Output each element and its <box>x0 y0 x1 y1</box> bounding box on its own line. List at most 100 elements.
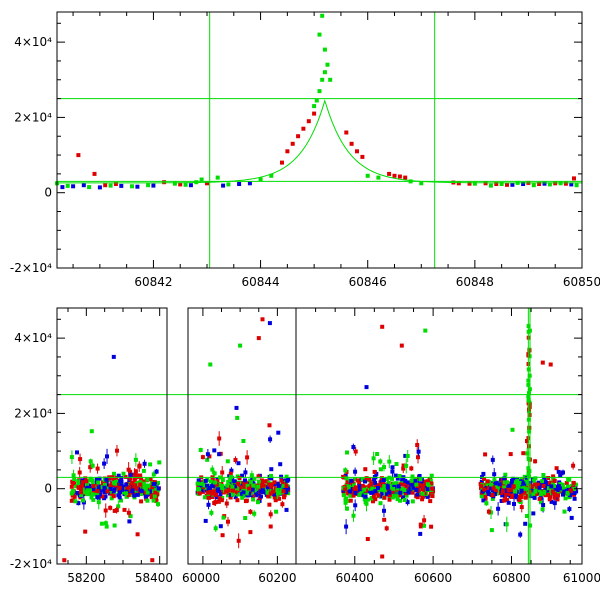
point-season-1 <box>268 524 273 529</box>
point-season-3 <box>524 486 528 491</box>
point-season-1 <box>236 461 241 466</box>
point-season-1 <box>220 485 225 490</box>
overview-x-tick-label: 58400 <box>135 571 173 585</box>
point-season-3 <box>496 506 501 511</box>
point-season-0 <box>145 477 150 482</box>
point-season-2 <box>351 482 356 487</box>
point-season-3 <box>533 489 538 494</box>
point-season-0 <box>121 471 126 476</box>
point-season-3 <box>549 499 554 504</box>
point-green-2 <box>87 185 92 190</box>
point-season-0 <box>133 490 138 495</box>
point-green-35 <box>574 183 579 188</box>
point-season-2 <box>369 490 374 495</box>
point-season-3 <box>490 496 495 501</box>
point-season-1 <box>250 477 255 482</box>
outlier-point-2 <box>150 558 155 563</box>
point-season-0 <box>139 499 144 504</box>
point-season-2 <box>415 495 420 500</box>
outlier-point-14 <box>380 554 385 559</box>
point-season-3 <box>544 480 548 485</box>
point-season-1 <box>220 496 225 500</box>
point-season-0 <box>97 476 102 481</box>
point-red-0 <box>76 153 81 158</box>
point-green-30 <box>499 182 504 186</box>
point-green-6 <box>172 181 177 186</box>
point-blue-11 <box>510 182 515 187</box>
point-season-1 <box>243 478 247 483</box>
point-season-3 <box>481 471 486 476</box>
point-season-0 <box>146 483 151 488</box>
point-season-2 <box>430 486 435 491</box>
point-season-3 <box>492 492 497 496</box>
point-green-25 <box>376 175 381 180</box>
point-season-1 <box>200 455 205 460</box>
point-season-1 <box>274 491 279 496</box>
point-season-2 <box>415 485 420 490</box>
point-season-3 <box>571 480 576 485</box>
point-season-1 <box>274 509 279 514</box>
point-season-1 <box>241 439 246 443</box>
point-season-3 <box>506 500 511 505</box>
point-season-0 <box>133 457 138 462</box>
point-season-3 <box>532 495 537 500</box>
point-season-1 <box>206 490 211 495</box>
point-season-2 <box>382 465 386 470</box>
point-season-1 <box>207 454 212 459</box>
point-season-1 <box>251 494 255 499</box>
point-season-0 <box>150 485 155 490</box>
point-season-3 <box>534 492 539 497</box>
point-season-0 <box>100 494 105 499</box>
point-season-1 <box>259 494 263 499</box>
point-season-0 <box>132 473 137 478</box>
point-season-3 <box>529 494 534 499</box>
point-season-3 <box>489 486 494 491</box>
point-season-1 <box>272 495 277 500</box>
point-season-3 <box>481 498 486 503</box>
point-season-0 <box>126 510 131 515</box>
point-blue-1 <box>71 184 76 189</box>
point-season-1 <box>258 485 263 490</box>
point-season-0 <box>151 498 156 503</box>
point-season-0 <box>149 492 154 497</box>
point-season-3 <box>530 489 535 494</box>
point-season-3 <box>511 484 516 489</box>
point-green-16 <box>317 89 322 94</box>
point-season-0 <box>126 493 131 498</box>
point-season-2 <box>411 485 416 490</box>
point-green-9 <box>199 177 204 182</box>
point-blue-5 <box>135 184 140 189</box>
point-season-1 <box>267 482 272 487</box>
y-tick-label: 4×10⁴ <box>14 35 52 49</box>
point-season-1 <box>214 495 219 500</box>
point-season-3 <box>503 494 508 499</box>
point-season-2 <box>389 484 394 489</box>
point-season-3 <box>563 496 568 501</box>
point-season-2 <box>376 488 381 493</box>
point-season-1 <box>255 493 260 498</box>
point-season-2 <box>410 499 415 504</box>
point-season-1 <box>209 510 214 515</box>
point-red-16 <box>355 149 359 154</box>
point-season-0 <box>92 492 97 497</box>
point-season-3 <box>547 489 552 494</box>
point-green-13 <box>269 173 274 178</box>
point-blue-3 <box>97 185 102 190</box>
point-red-29 <box>537 182 542 186</box>
point-season-2 <box>387 493 392 498</box>
outlier-point-3 <box>260 317 265 322</box>
point-season-1 <box>248 530 253 535</box>
point-season-2 <box>357 481 362 486</box>
point-season-2 <box>373 489 378 494</box>
point-event <box>527 444 531 449</box>
point-green-12 <box>258 177 263 182</box>
point-red-32 <box>572 176 576 181</box>
outlier-point-10 <box>399 343 404 348</box>
point-season-0 <box>151 482 156 487</box>
point-season-2 <box>428 499 433 504</box>
point-blue-2 <box>81 183 86 188</box>
overview-frame-2 <box>295 307 583 565</box>
outlier-point-1 <box>62 558 67 563</box>
point-season-3 <box>494 481 499 486</box>
point-blue-8 <box>221 183 226 188</box>
